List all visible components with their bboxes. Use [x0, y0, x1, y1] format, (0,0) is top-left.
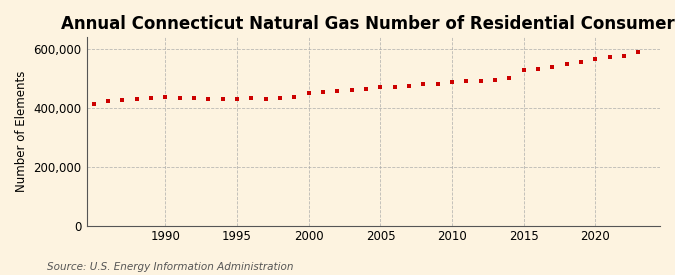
Y-axis label: Number of Elements: Number of Elements [15, 71, 28, 192]
Text: Source: U.S. Energy Information Administration: Source: U.S. Energy Information Administ… [47, 262, 294, 272]
Title: Annual Connecticut Natural Gas Number of Residential Consumers: Annual Connecticut Natural Gas Number of… [61, 15, 675, 33]
